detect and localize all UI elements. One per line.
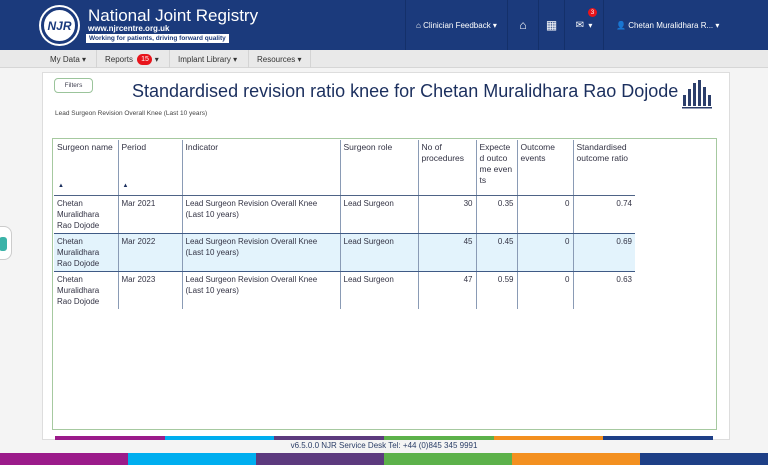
clinician-feedback-label: Clinician Feedback (423, 20, 491, 30)
caret-down-icon: ▾ (297, 54, 302, 64)
cell-role: Lead Surgeon (339, 233, 418, 272)
caret-down-icon: ▾ (490, 20, 497, 30)
envelope-icon: ✉ (575, 19, 584, 31)
cell-period: Mar 2023 (117, 271, 182, 309)
cell-period: Mar 2021 (117, 195, 182, 234)
col-indicator[interactable]: Indicator (181, 140, 340, 196)
table-row[interactable]: Chetan Muralidhara Rao Dojode Mar 2022 Lea… (54, 233, 635, 272)
dashboard-button[interactable]: ▦ (538, 0, 564, 50)
cell-procedures: 30 (417, 195, 476, 234)
cell-indicator: Lead Surgeon Revision Overall Knee (Last… (181, 271, 340, 309)
caret-down-icon: ▾ (154, 54, 159, 64)
side-widget-tab[interactable] (0, 226, 12, 260)
header-label: Period (121, 142, 147, 152)
cell-ratio: 0.63 (572, 271, 635, 309)
header-label: Surgeon name (57, 142, 113, 152)
nav-label: My Data (50, 54, 80, 64)
cell-expected: 0.45 (475, 233, 517, 272)
table-row[interactable]: Chetan Muralidhara Rao Dojode Mar 2021 Lea… (54, 195, 635, 234)
cell-surgeon: Chetan Muralidhara Rao Dojode (54, 195, 118, 234)
widget-icon (0, 237, 7, 251)
cell-role: Lead Surgeon (339, 195, 418, 234)
caret-down-icon: ▾ (715, 20, 720, 30)
color-stripe (55, 436, 714, 440)
col-surgeon-role[interactable]: Surgeon role (339, 140, 418, 196)
nav-label: Implant Library (178, 54, 231, 64)
cell-expected: 0.59 (475, 271, 517, 309)
cell-indicator: Lead Surgeon Revision Overall Knee (Last… (181, 233, 340, 272)
user-menu[interactable]: 👤 Chetan Muralidhara R... ▾ (603, 0, 723, 50)
caret-down-icon: ▾ (82, 54, 87, 64)
cell-ratio: 0.74 (572, 195, 635, 234)
messages-menu[interactable]: ✉ ▾ 3 (564, 0, 603, 50)
caret-down-icon: ▾ (233, 54, 238, 64)
col-outcome-ratio[interactable]: Standardised outcome ratio (572, 140, 635, 196)
col-period[interactable]: Period ▲ (117, 140, 182, 196)
cell-surgeon: Chetan Muralidhara Rao Dojode (57, 274, 100, 306)
footer-color-band (0, 453, 768, 465)
brand-url: www.njrcentre.org.uk (88, 24, 170, 33)
nav-my-data[interactable]: My Data ▾ (42, 50, 97, 68)
grid-icon: ▦ (545, 18, 558, 32)
table-row[interactable]: Chetan Muralidhara Rao Dojode Mar 2023 Lea… (54, 271, 635, 309)
cell-ratio: 0.69 (572, 233, 635, 272)
caret-down-icon: ▾ (588, 20, 593, 30)
brand-name: National Joint Registry (88, 6, 259, 25)
user-name: Chetan Muralidhara R... (628, 20, 714, 30)
nav-implant-library[interactable]: Implant Library ▾ (170, 50, 249, 68)
reports-badge: 15 (137, 53, 153, 65)
page-title: Standardised revision ratio knee for Che… (132, 81, 679, 101)
cell-role: Lead Surgeon (339, 271, 418, 309)
mail-badge: 3 (588, 8, 597, 17)
cell-procedures: 45 (417, 233, 476, 272)
home-icon: ⌂ (519, 18, 527, 32)
nav-resources[interactable]: Resources ▾ (249, 50, 311, 68)
cell-outcome: 0 (516, 271, 573, 309)
col-outcome-events[interactable]: Outcome events (516, 140, 573, 196)
cell-outcome: 0 (516, 195, 573, 234)
cell-procedures: 47 (417, 271, 476, 309)
sort-asc-icon[interactable]: ▲ (58, 182, 64, 189)
col-expected-events[interactable]: Expected outcome events (475, 140, 517, 196)
clinician-feedback-menu[interactable]: ⌂ Clinician Feedback ▾ (405, 0, 507, 50)
cell-outcome: 0 (516, 233, 573, 272)
report-subtitle: Lead Surgeon Revision Overall Knee (Last… (55, 110, 208, 117)
sort-asc-icon[interactable]: ▲ (122, 182, 129, 189)
table-container (52, 138, 717, 430)
bar-chart-icon[interactable] (681, 79, 713, 109)
home-small-icon: ⌂ (416, 20, 424, 30)
nav-reports[interactable]: Reports 15 ▾ (97, 50, 170, 68)
col-procedures[interactable]: No of procedures (417, 140, 476, 196)
user-icon: 👤 (616, 20, 626, 30)
table-header-row: Surgeon name ▲ Period ▲ Indicator Surgeon … (54, 140, 635, 196)
cell-expected: 0.35 (475, 195, 517, 234)
col-surgeon-name[interactable]: Surgeon name ▲ (54, 140, 118, 196)
home-button[interactable]: ⌂ (507, 0, 538, 50)
results-table: Surgeon name ▲ Period ▲ Indicator Surgeon … (54, 140, 635, 309)
njr-logo[interactable]: NJR (41, 7, 78, 44)
cell-indicator: Lead Surgeon Revision Overall Knee (Last… (181, 195, 340, 234)
brand-tagline: Working for patients, driving forward qu… (86, 34, 229, 43)
filters-button[interactable]: Filters (54, 78, 93, 93)
cell-surgeon: Chetan Muralidhara Rao Dojode (54, 233, 118, 272)
cell-period: Mar 2022 (117, 233, 182, 272)
footer-text: v6.5.0.0 NJR Service Desk Tel: +44 (0)84… (290, 441, 478, 450)
nav-label: Reports (105, 54, 134, 64)
header: NJR National Joint Registry www.njrcentr… (0, 0, 768, 50)
main-nav: My Data ▾ Reports 15 ▾ Implant Library ▾… (0, 50, 768, 68)
nav-label: Resources (257, 54, 296, 64)
